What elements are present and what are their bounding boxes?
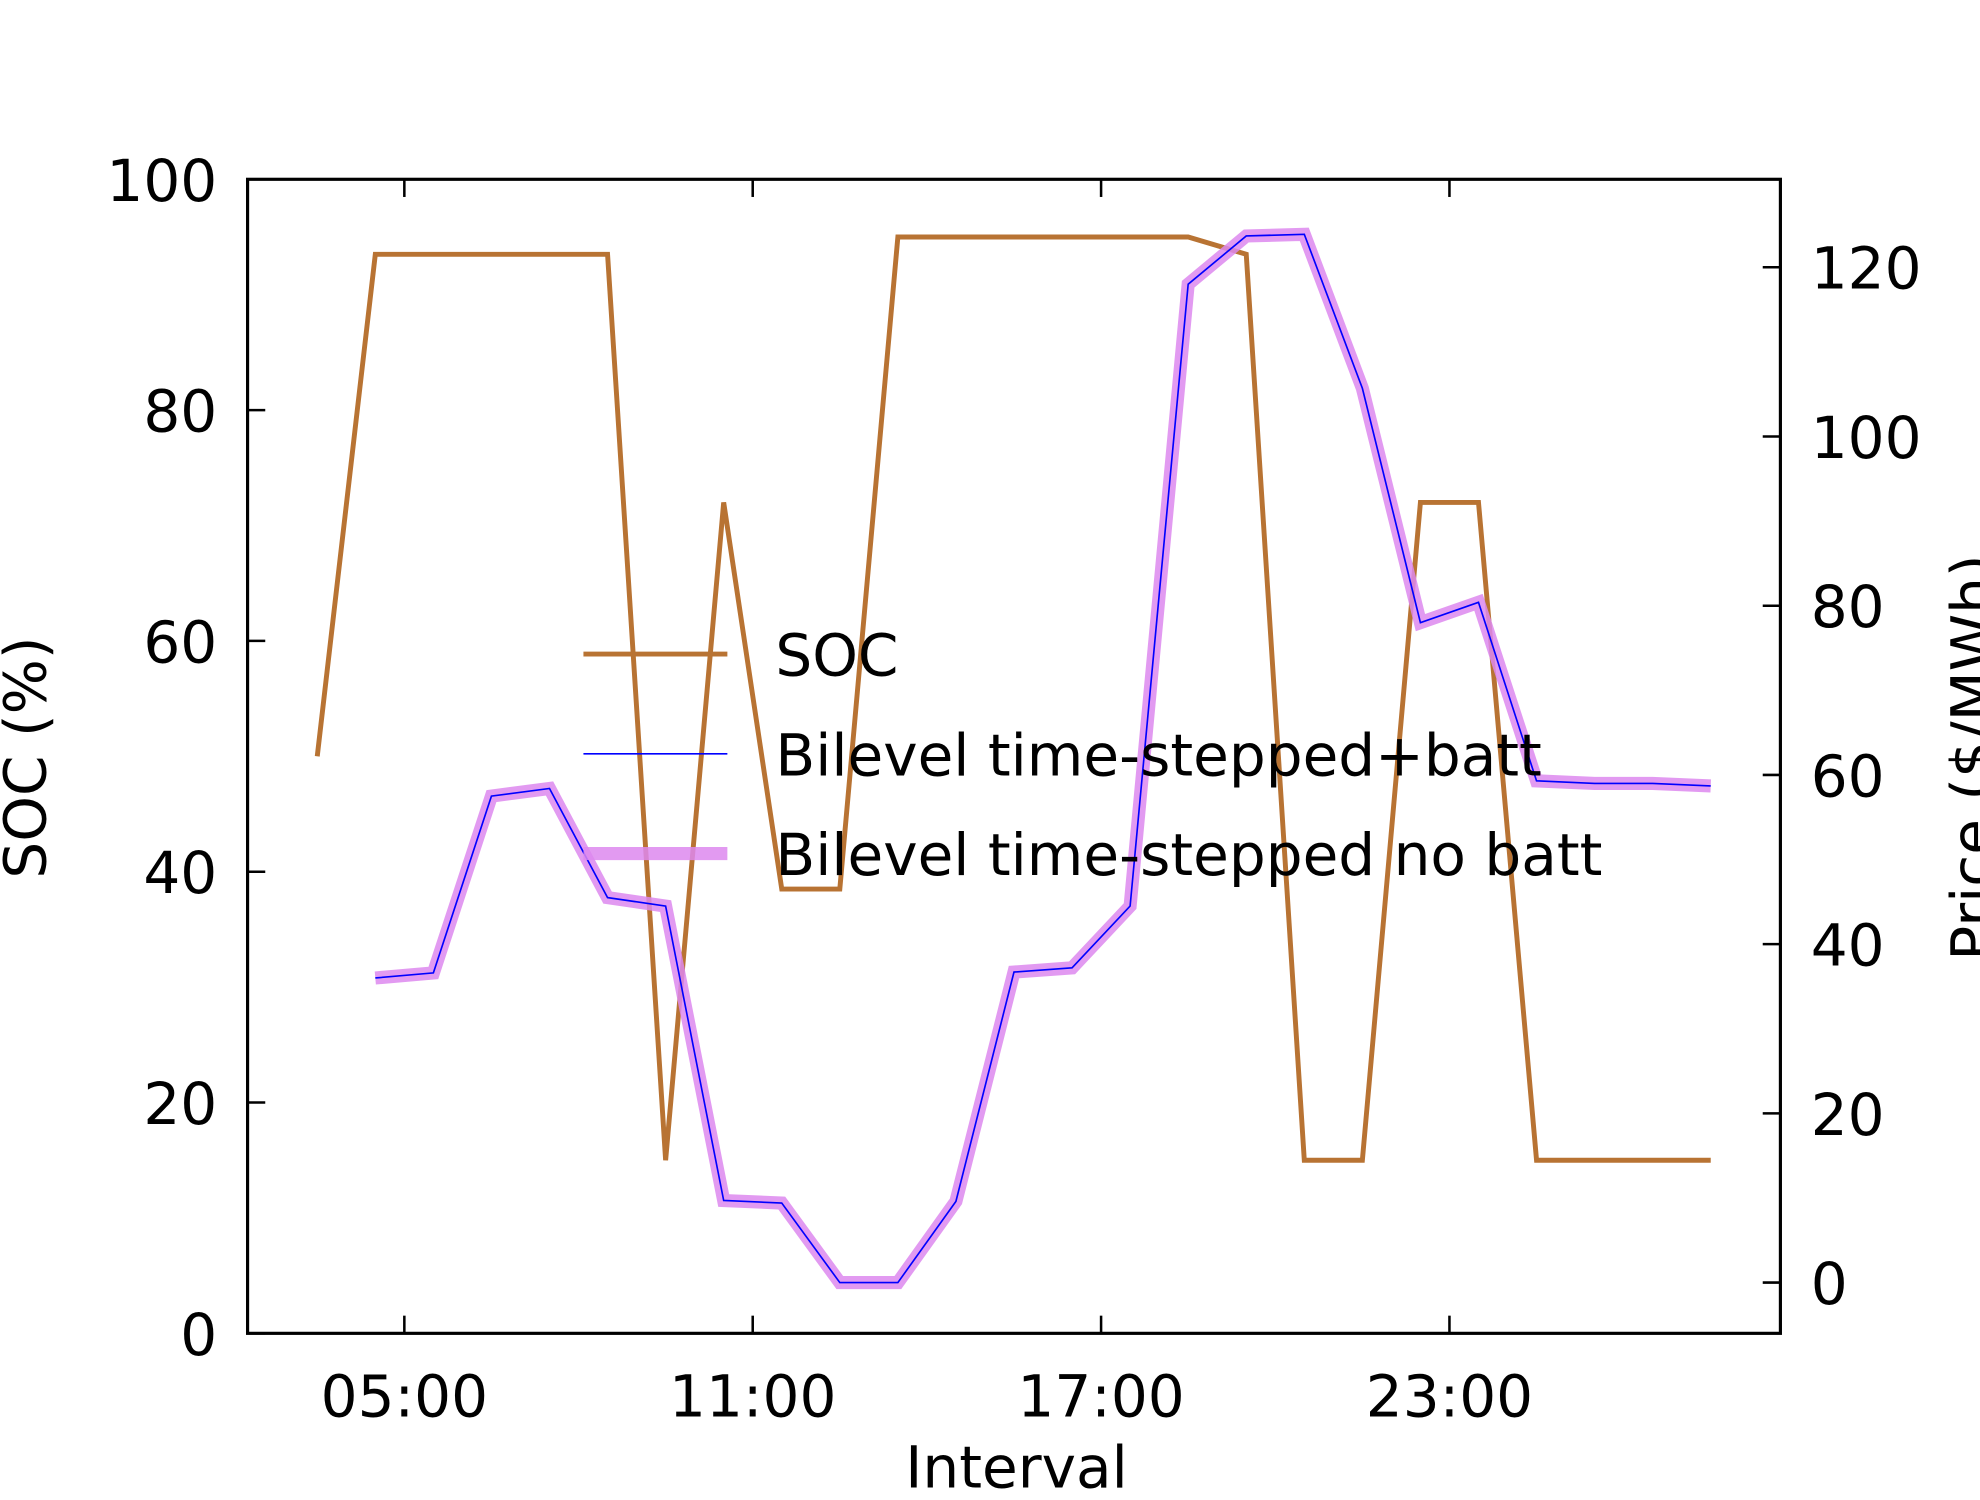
x-tick-label: 17:00 [1017, 1363, 1184, 1431]
y2-tick-label: 0 [1811, 1250, 1848, 1318]
y-tick-label: 100 [106, 147, 217, 215]
x-axis-label: Interval [905, 1433, 1127, 1500]
plot-frame [245, 177, 1782, 1335]
x-tick-label: 05:00 [321, 1363, 488, 1431]
y-tick-label: 20 [143, 1070, 217, 1138]
y2-tick-label: 120 [1811, 235, 1922, 303]
y-tick-label: 80 [143, 378, 217, 446]
x-tick-label: 11:00 [669, 1363, 836, 1431]
y2-axis-label: Price ($/MWh) [1939, 554, 1980, 960]
legend-label: Bilevel time-stepped+batt [775, 721, 1541, 789]
y-axis-label: SOC (%) [0, 637, 60, 879]
y-tick-label: 0 [180, 1301, 217, 1369]
y2-tick-label: 40 [1811, 912, 1885, 980]
y2-tick-label: 80 [1811, 573, 1885, 641]
series-line [314, 234, 1711, 1163]
y2-tick-label: 20 [1811, 1081, 1885, 1149]
x-tick-label: 23:00 [1366, 1363, 1533, 1431]
legend-label: SOC [775, 622, 898, 690]
legend-label: Bilevel time-stepped no batt [775, 821, 1602, 889]
y2-tick-label: 60 [1811, 742, 1885, 810]
y-tick-label: 40 [143, 839, 217, 907]
y2-tick-label: 100 [1811, 404, 1922, 472]
series-line [375, 233, 1711, 1284]
y-tick-label: 60 [143, 608, 217, 676]
